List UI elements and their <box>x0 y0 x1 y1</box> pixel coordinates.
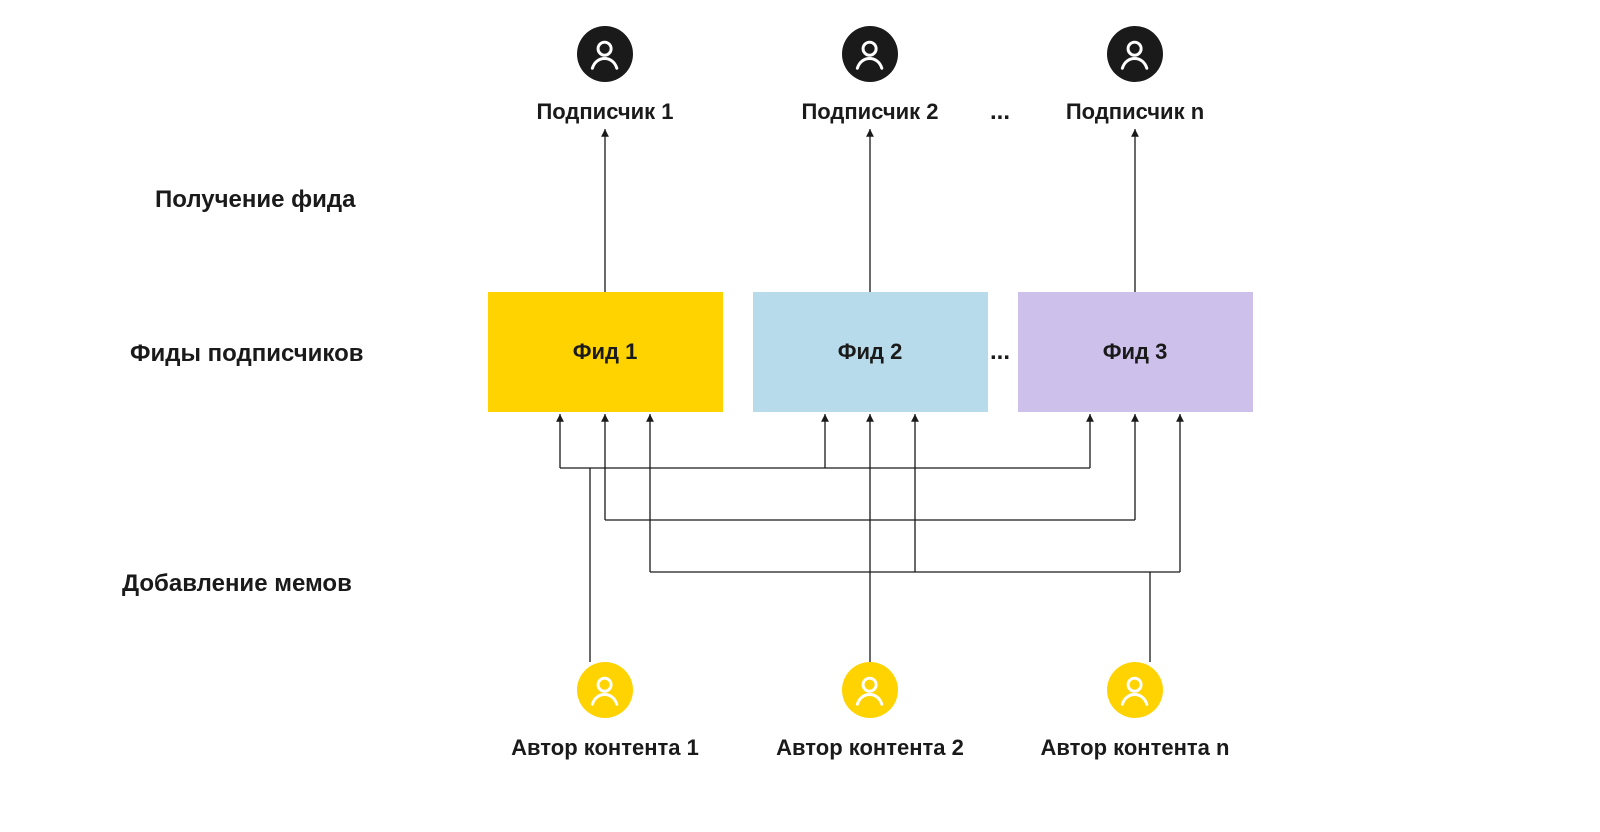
subscriber-label: Подписчик 2 <box>801 99 938 125</box>
subscriber-icon <box>1107 26 1163 82</box>
subscriber-icon <box>577 26 633 82</box>
arrows-layer <box>0 0 1600 832</box>
subscribers-ellipsis: ... <box>990 98 1010 126</box>
author-label: Автор контента n <box>1041 735 1230 761</box>
subscriber-label: Подписчик 1 <box>536 99 673 125</box>
subscriber-label: Подписчик n <box>1066 99 1204 125</box>
feeds-ellipsis: ... <box>990 338 1010 366</box>
author-label: Автор контента 2 <box>776 735 964 761</box>
row-label-add-memes: Добавление мемов <box>122 570 352 598</box>
diagram-stage: Получение фида Фиды подписчиков Добавлен… <box>0 0 1600 832</box>
author-icon <box>577 662 633 718</box>
feed-box: Фид 2 <box>753 292 988 412</box>
feed-box: Фид 1 <box>488 292 723 412</box>
row-label-subscriber-feeds: Фиды подписчиков <box>130 340 363 368</box>
feed-box: Фид 3 <box>1018 292 1253 412</box>
subscriber-icon <box>842 26 898 82</box>
author-icon <box>842 662 898 718</box>
author-icon <box>1107 662 1163 718</box>
row-label-feed-receive: Получение фида <box>155 186 355 214</box>
author-label: Автор контента 1 <box>511 735 699 761</box>
